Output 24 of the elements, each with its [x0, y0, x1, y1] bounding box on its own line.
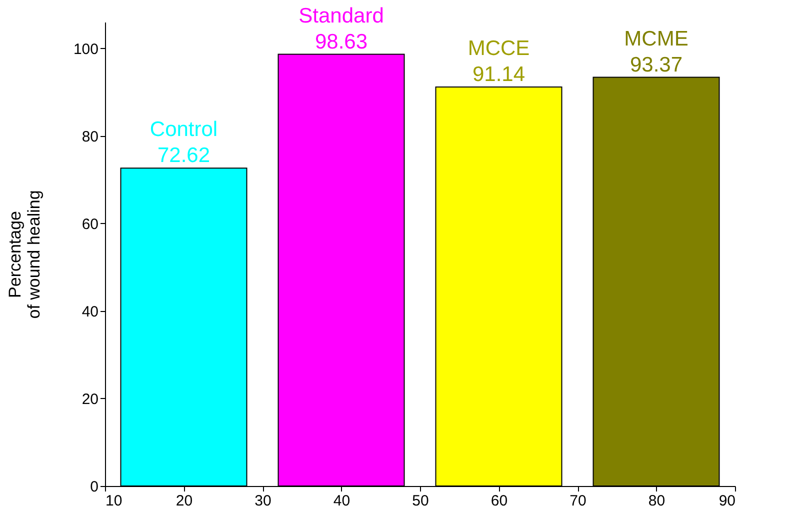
x-tick-label: 50 — [412, 492, 429, 510]
y-tick-label: 40 — [82, 303, 98, 320]
y-tick-label: 0 — [90, 478, 98, 496]
data-label: 93.37 — [630, 53, 683, 76]
x-tick-label: 90 — [718, 492, 736, 510]
data-label: 91.14 — [472, 63, 526, 86]
x-tick-label: 20 — [176, 492, 193, 510]
x-tick-label: 10 — [106, 492, 122, 510]
y-tick-label: 100 — [73, 40, 98, 58]
x-tick-label: 80 — [648, 492, 666, 510]
annotation: MCCE — [468, 37, 530, 60]
x-tick-label: 60 — [490, 492, 508, 510]
y-tick-label: 60 — [82, 216, 98, 233]
data-label: 98.63 — [314, 30, 368, 54]
y-tick-label: 20 — [82, 390, 98, 408]
annotation: Standard — [298, 4, 384, 28]
annotation: MCME — [624, 27, 688, 50]
y-tick-label: 80 — [82, 128, 98, 146]
x-tick-label: 40 — [333, 492, 350, 510]
data-label: 72.62 — [157, 144, 210, 168]
x-tick-label: 30 — [254, 492, 272, 510]
y-axis-title: Percentage of wound healing — [5, 190, 44, 319]
annotation: Control — [150, 118, 218, 142]
x-tick-label: 70 — [570, 492, 586, 510]
